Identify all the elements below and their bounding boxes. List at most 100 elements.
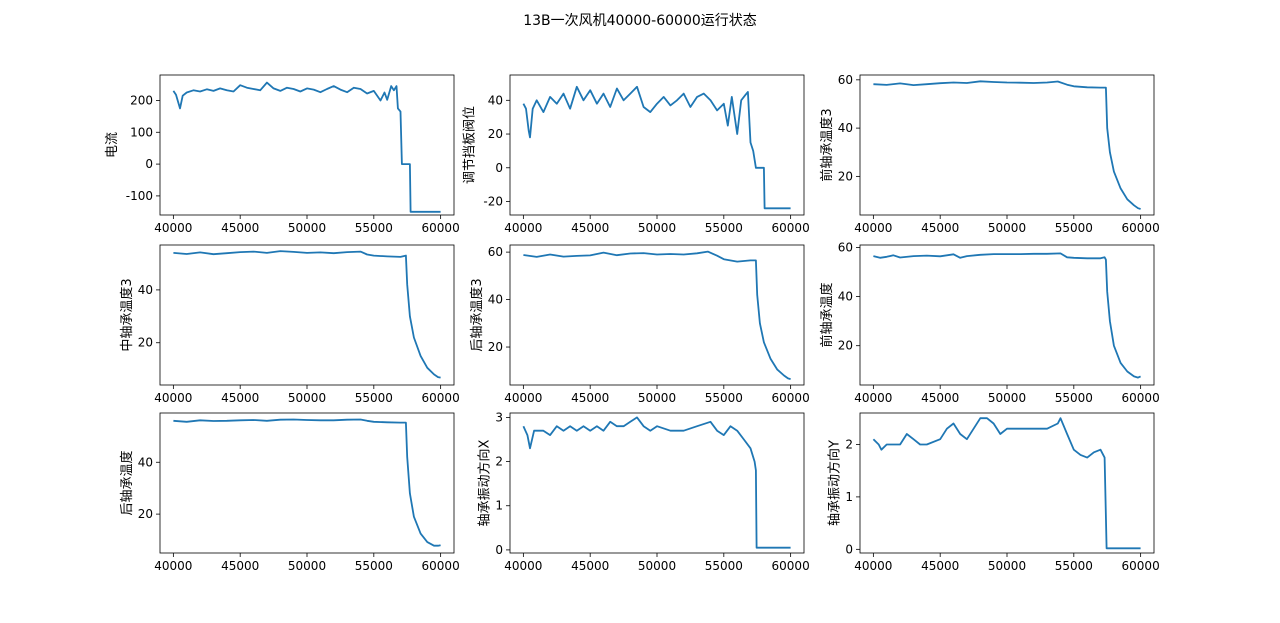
y-axis-label: 后轴承温度	[119, 450, 135, 515]
x-tick-label: 55000	[705, 221, 743, 235]
x-tick-label: 55000	[705, 391, 743, 405]
x-tick-label: 45000	[221, 221, 259, 235]
x-tick-label: 50000	[288, 221, 326, 235]
y-axis-label: 轴承振动方向X	[477, 439, 493, 526]
y-tick-label: 40	[138, 283, 153, 297]
x-tick-label: 45000	[921, 391, 959, 405]
x-tick-label: 55000	[1055, 559, 1093, 573]
series-line	[173, 418, 441, 547]
y-axis-label: 中轴承温度3	[119, 278, 135, 351]
x-tick-label: 55000	[355, 391, 393, 405]
y-tick-label: 60	[838, 240, 853, 254]
y-tick-label: 20	[488, 127, 503, 141]
x-tick-label: 40000	[854, 221, 892, 235]
y-tick-label: 20	[138, 507, 153, 521]
x-tick-label: 40000	[504, 391, 542, 405]
x-tick-label: 45000	[221, 559, 259, 573]
x-tick-label: 40000	[504, 221, 542, 235]
y-tick-label: 1	[845, 490, 853, 504]
series-line	[173, 250, 441, 379]
axes-frame	[859, 412, 1155, 554]
y-axis-label: 前轴承温度3	[819, 108, 835, 181]
x-tick-label: 40000	[154, 559, 192, 573]
subplot-6: 40000 45000 50000 55000 60000 20 40 60 前轴承温度	[819, 240, 1160, 405]
series-line	[523, 250, 791, 380]
y-tick-label: 60	[488, 245, 503, 259]
x-tick-label: 45000	[571, 559, 609, 573]
series-line	[522, 416, 791, 549]
x-tick-label: 60000	[1122, 221, 1160, 235]
y-tick-label: 100	[130, 125, 153, 139]
subplot-5: 40000 45000 50000 55000 60000 20 40 60 后轴承温度3	[469, 244, 810, 405]
x-tick-label: 50000	[638, 559, 676, 573]
series-line	[522, 85, 791, 210]
y-tick-label: 40	[838, 290, 853, 304]
y-tick-label: 200	[130, 93, 153, 107]
y-tick-label: 40	[488, 293, 503, 307]
x-tick-label: 40000	[504, 559, 542, 573]
series-line	[873, 252, 1141, 379]
y-tick-label: -20	[483, 195, 503, 209]
subplot-3: 40000 45000 50000 55000 60000 20 40 60 前轴承温度3	[819, 73, 1160, 235]
x-tick-label: 50000	[988, 221, 1026, 235]
series-line	[172, 81, 441, 213]
axes-frame	[509, 74, 805, 216]
y-tick-label: 1	[495, 499, 503, 513]
y-tick-label: 0	[845, 542, 853, 556]
x-tick-label: 60000	[422, 559, 460, 573]
series-line	[872, 417, 1141, 550]
y-axis-label: 调节挡板阀位	[463, 106, 478, 184]
x-tick-label: 60000	[772, 221, 810, 235]
y-tick-label: 0	[145, 157, 153, 171]
x-tick-label: 55000	[355, 559, 393, 573]
y-tick-label: 2	[845, 437, 853, 451]
x-tick-label: 45000	[571, 221, 609, 235]
figure-title: 13B一次风机40000-60000运行状态	[523, 13, 757, 29]
x-tick-label: 50000	[288, 391, 326, 405]
y-tick-label: 40	[138, 455, 153, 469]
x-tick-label: 55000	[355, 221, 393, 235]
x-tick-label: 50000	[638, 221, 676, 235]
y-tick-label: 20	[138, 336, 153, 350]
y-tick-label: 20	[838, 169, 853, 183]
x-tick-label: 45000	[921, 559, 959, 573]
x-tick-label: 50000	[638, 391, 676, 405]
y-tick-label: 0	[495, 161, 503, 175]
x-tick-label: 60000	[1122, 391, 1160, 405]
axes-frame	[509, 412, 805, 554]
x-tick-label: 40000	[154, 391, 192, 405]
x-tick-label: 45000	[221, 391, 259, 405]
y-tick-label: 20	[838, 339, 853, 353]
y-tick-label: 20	[488, 340, 503, 354]
x-tick-label: 45000	[571, 391, 609, 405]
x-tick-label: 50000	[288, 559, 326, 573]
subplot-1: 40000 45000 50000 55000 60000 -100 0 100 200 电流	[105, 74, 460, 235]
x-tick-label: 40000	[854, 391, 892, 405]
x-tick-label: 55000	[1055, 221, 1093, 235]
y-tick-label: 3	[495, 410, 503, 424]
series-line	[873, 80, 1141, 210]
x-tick-label: 60000	[422, 391, 460, 405]
x-tick-label: 60000	[422, 221, 460, 235]
x-tick-label: 60000	[1122, 559, 1160, 573]
y-tick-label: 60	[838, 73, 853, 87]
y-axis-label: 轴承振动方向Y	[827, 440, 843, 526]
x-tick-label: 45000	[921, 221, 959, 235]
y-tick-label: -100	[126, 189, 153, 203]
x-tick-label: 40000	[154, 221, 192, 235]
x-tick-label: 50000	[988, 559, 1026, 573]
y-axis-label: 前轴承温度	[819, 282, 835, 347]
y-tick-label: 2	[495, 455, 503, 469]
subplot-8: 40000 45000 50000 55000 60000 0 1 2 3 轴承振动方向X	[477, 410, 810, 573]
y-axis-label: 电流	[105, 132, 120, 158]
x-tick-label: 60000	[772, 559, 810, 573]
x-tick-label: 60000	[772, 391, 810, 405]
x-tick-label: 50000	[988, 391, 1026, 405]
y-tick-label: 40	[838, 121, 853, 135]
x-tick-label: 40000	[854, 559, 892, 573]
x-tick-label: 55000	[705, 559, 743, 573]
y-tick-label: 40	[488, 93, 503, 107]
